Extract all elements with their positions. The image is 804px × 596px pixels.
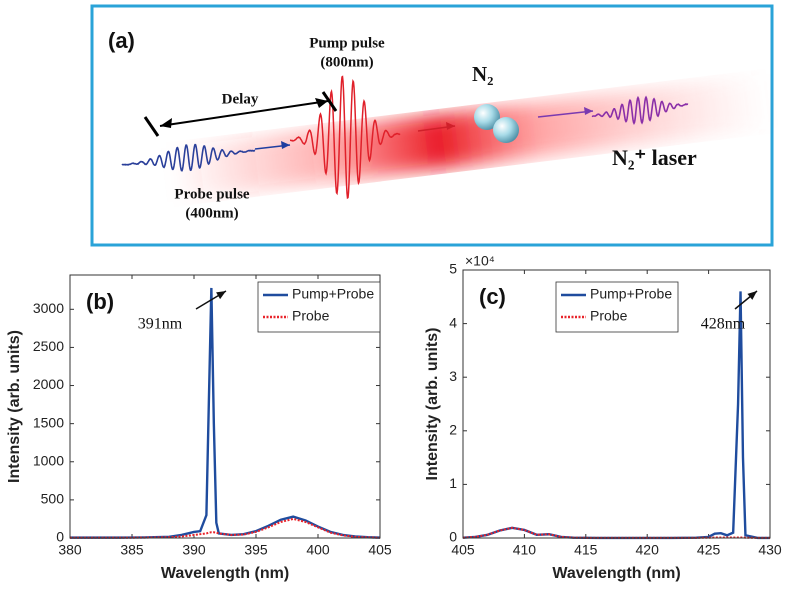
y-tick-label: 3 <box>449 368 457 384</box>
laser-label: N₂⁺ laser <box>612 145 697 170</box>
annotation: 428nm <box>701 316 746 333</box>
x-tick-label: 410 <box>513 542 537 558</box>
y-axis-label: Intensity (arb. units) <box>424 328 441 481</box>
y-tick-label: 2 <box>449 422 457 438</box>
beam <box>169 74 771 201</box>
y-tick-label: 0 <box>449 529 457 545</box>
x-tick-label: 425 <box>697 542 721 558</box>
y-tick-label: 0 <box>56 529 64 545</box>
molecule-label: N₂ <box>472 62 493 86</box>
probe-label: Probe pulse <box>174 186 249 202</box>
y-tick-label: 500 <box>41 491 65 507</box>
legend-label: Probe <box>292 308 330 324</box>
y-axis-label: Intensity (arb. units) <box>6 330 23 483</box>
x-tick-label: 400 <box>306 542 330 558</box>
x-tick-label: 405 <box>368 542 392 558</box>
x-tick-label: 420 <box>636 542 660 558</box>
x-tick-label: 395 <box>244 542 268 558</box>
y-multiplier: ×10⁴ <box>465 253 495 269</box>
y-tick-label: 2500 <box>33 338 64 354</box>
annotation: 391nm <box>138 316 183 333</box>
atom <box>493 117 519 143</box>
delay-label: Delay <box>222 91 259 107</box>
chart: 405 410 415 420 425 430012345 ×10⁴Wavelength (… <box>424 253 782 583</box>
x-axis-label: Wavelength (nm) <box>161 565 289 582</box>
y-tick-label: 5 <box>449 261 457 277</box>
y-tick-label: 4 <box>449 314 457 330</box>
y-tick-label: 1000 <box>33 452 64 468</box>
legend-label: Probe <box>590 308 628 324</box>
chart: 380 385 390 395 400 4050500100015002000250030… <box>6 275 392 582</box>
x-axis-label: Wavelength (nm) <box>552 565 680 582</box>
legend-label: Pump+Probe <box>590 286 672 302</box>
y-tick-label: 2000 <box>33 376 64 392</box>
charts: 380 385 390 395 400 4050500100015002000250030… <box>6 253 782 583</box>
y-tick-label: 1500 <box>33 414 64 430</box>
legend-label: Pump+Probe <box>292 286 374 302</box>
x-tick-label: 385 <box>120 542 144 558</box>
delay-bar <box>145 117 158 136</box>
panel-label: (a) <box>108 28 135 53</box>
x-tick-label: 390 <box>182 542 206 558</box>
y-tick-label: 3000 <box>33 300 64 316</box>
panel-a: (a) Pump pulse (800nm) Delay N₂ Probe pu… <box>92 6 772 245</box>
x-tick-label: 415 <box>574 542 598 558</box>
pump-label: (800nm) <box>320 54 373 70</box>
panel-label: (b) <box>86 289 114 314</box>
pump-label: Pump pulse <box>309 35 385 51</box>
x-tick-label: 430 <box>758 542 782 558</box>
probe-label: (400nm) <box>185 205 238 221</box>
panel-label: (c) <box>479 284 506 309</box>
y-tick-label: 1 <box>449 475 457 491</box>
